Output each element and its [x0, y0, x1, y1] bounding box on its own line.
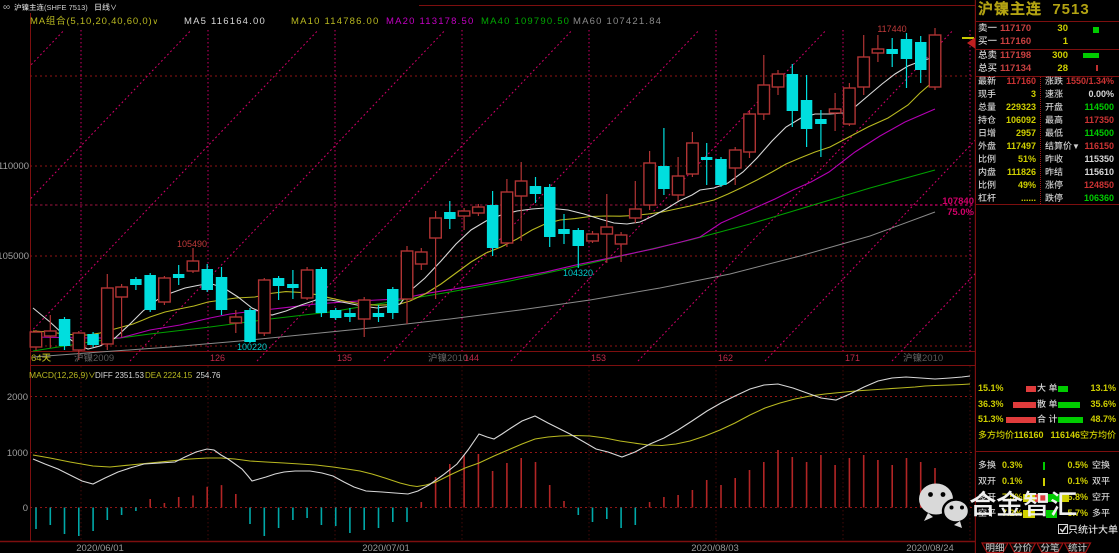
svg-text:0: 0	[23, 503, 28, 514]
svg-text:105000: 105000	[0, 251, 29, 262]
svg-text:104320: 104320	[563, 268, 593, 278]
svg-text:DEA 2224.15: DEA 2224.15	[145, 371, 193, 380]
svg-text:MA60 107421.84: MA60 107421.84	[573, 16, 662, 27]
svg-text:254.76: 254.76	[196, 371, 221, 380]
svg-text:沪镍2009: 沪镍2009	[74, 352, 114, 364]
svg-text:105490: 105490	[177, 239, 207, 249]
svg-text:MACD(12,26,9)∨: MACD(12,26,9)∨	[29, 370, 96, 380]
svg-text:∞: ∞	[3, 2, 10, 13]
svg-text:100220: 100220	[237, 342, 267, 352]
svg-text:144: 144	[464, 353, 479, 363]
svg-text:沪镍2010: 沪镍2010	[903, 352, 943, 364]
svg-text:171: 171	[845, 353, 860, 363]
svg-text:2020/08/03: 2020/08/03	[691, 543, 739, 553]
svg-text:DIFF 2351.53: DIFF 2351.53	[95, 371, 144, 380]
svg-text:MA20 113178.50: MA20 113178.50	[386, 16, 474, 27]
svg-text:明细: 明细	[985, 542, 1004, 553]
svg-text:162: 162	[718, 353, 733, 363]
svg-text:MA10 114786.00: MA10 114786.00	[291, 16, 379, 27]
svg-text:135: 135	[337, 353, 352, 363]
svg-text:统计: 统计	[1068, 542, 1088, 553]
svg-text:MA40 109790.50: MA40 109790.50	[481, 16, 570, 27]
svg-text:2000: 2000	[7, 392, 28, 403]
svg-text:沪镍主连(SHFE 7513): 沪镍主连(SHFE 7513)	[14, 3, 88, 12]
svg-text:合金智汇: 合金智汇	[969, 489, 1077, 520]
svg-text:117440: 117440	[877, 24, 906, 34]
svg-text:1000: 1000	[7, 448, 28, 459]
svg-text:2020/07/01: 2020/07/01	[362, 543, 410, 553]
svg-text:MA组合(5,10,20,40,60,0)∨: MA组合(5,10,20,40,60,0)∨	[30, 15, 159, 27]
svg-text:64天: 64天	[31, 353, 52, 364]
svg-text:126: 126	[210, 353, 225, 363]
svg-text:沪镍2010: 沪镍2010	[428, 352, 468, 364]
svg-text:107840: 107840	[942, 196, 974, 207]
svg-text:2020/08/24: 2020/08/24	[906, 543, 954, 553]
svg-text:分笔: 分笔	[1040, 542, 1059, 553]
svg-text:MA5 116164.00: MA5 116164.00	[184, 16, 266, 27]
svg-text:110000: 110000	[0, 161, 29, 172]
svg-text:153: 153	[591, 353, 606, 363]
svg-text:75.0%: 75.0%	[947, 207, 974, 218]
svg-text:日线∨: 日线∨	[94, 3, 117, 12]
svg-text:2020/06/01: 2020/06/01	[76, 543, 124, 553]
svg-text:分价: 分价	[1013, 542, 1033, 553]
